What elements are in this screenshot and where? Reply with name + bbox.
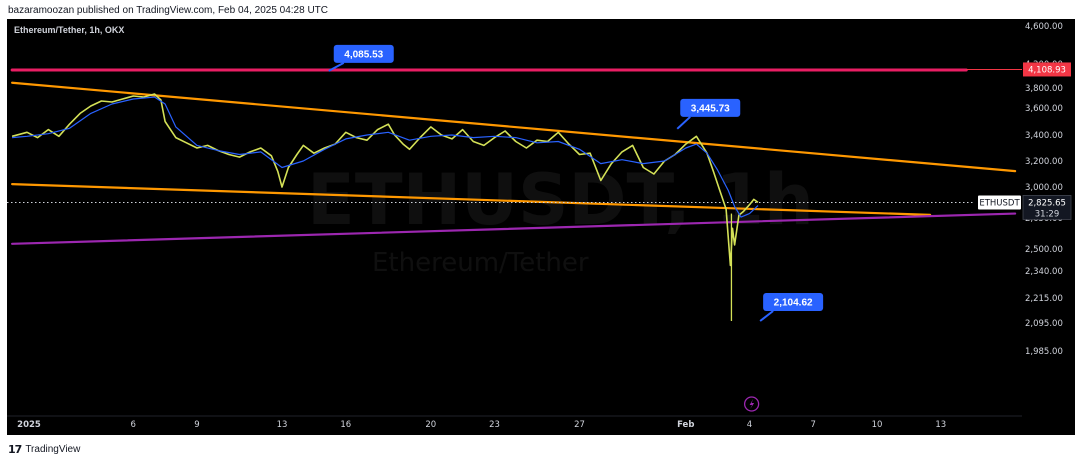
support-line [11,212,1017,245]
y-tick-label: 4,600.00 [1025,22,1063,32]
price-tag-label: 4,108.93 [1028,65,1066,75]
x-tick-label: 23 [489,420,500,430]
symbol-label: ETHUSDT [979,198,1020,208]
chart-title: Ethereum/Tether, 1h, OKX [14,25,125,35]
x-tick-label: 6 [131,420,136,430]
callout-label: 2,104.62 [774,297,813,308]
y-tick-label: 2,095.00 [1025,319,1063,329]
published-info: bazaramoozan published on TradingView.co… [8,5,329,16]
y-tick-label: 3,400.00 [1025,131,1063,141]
y-tick-label: 3,000.00 [1025,183,1063,193]
callout-pointer [676,116,691,130]
callout-pointer [328,61,345,72]
y-tick-label: 3,200.00 [1025,157,1063,167]
price-chart[interactable]: ETHUSDT, 1h Ethereum/Tether 4,600.004,20… [7,19,1075,435]
callout-box [680,98,741,117]
price-tag-label: 2,825.65 [1028,198,1066,208]
x-tick-label: 2025 [17,420,41,430]
countdown-label: 31:29 [1035,209,1060,219]
callout-pointer [759,310,774,322]
price-tag-current [1022,195,1072,220]
watermark-symbol: ETHUSDT, 1h [307,159,814,241]
lower-trendline [11,183,932,216]
y-tick-label: 2,500.00 [1025,245,1063,255]
callout-box [763,292,824,311]
x-tick-label: 7 [811,420,816,430]
x-tick-label: 10 [872,420,883,430]
y-tick-label: 3,800.00 [1025,84,1063,94]
price-tag-red [1023,62,1071,77]
x-tick-label: 27 [574,420,585,430]
x-tick-label: 4 [747,420,752,430]
x-tick-label: 16 [340,420,351,430]
symbol-label-box [978,195,1021,210]
x-tick-label: Feb [677,420,694,430]
x-tick-label: 13 [277,420,288,430]
watermark-name: Ethereum/Tether [372,248,589,278]
y-tick-label: 1,985.00 [1025,347,1063,357]
callout-label: 4,085.53 [344,49,383,60]
y-tick-label: 2,340.00 [1025,267,1063,277]
x-tick-label: 9 [194,420,199,430]
chart-area[interactable]: ETHUSDT, 1h Ethereum/Tether 4,600.004,20… [7,19,1075,435]
lightning-bolt-icon [749,399,755,409]
moving-average-line [12,96,759,218]
price-series-line [11,93,759,267]
footer: 17 TradingView [8,441,80,457]
y-tick-label: 2,215.00 [1025,294,1063,304]
footer-brand: TradingView [25,443,81,455]
callout-label: 3,445.73 [691,103,730,114]
event-lightning-icon [743,396,760,412]
callout-box [333,44,394,63]
tradingview-logo-icon: 17 [8,442,22,456]
upper-trendline [11,81,1017,173]
x-tick-label: 20 [425,420,436,430]
x-tick-label: 13 [935,420,946,430]
y-tick-label: 3,600.00 [1025,104,1063,114]
